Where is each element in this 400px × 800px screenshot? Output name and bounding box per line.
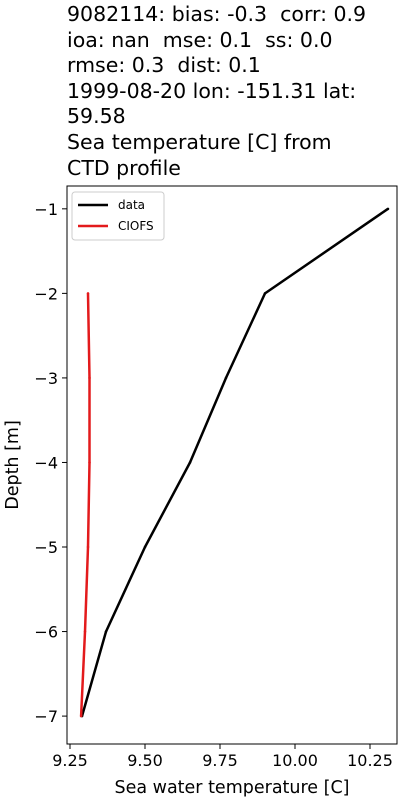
data-point-ciofs bbox=[79, 714, 83, 718]
series-line-data bbox=[80, 207, 389, 717]
legend-label-ciofs: CIOFS bbox=[118, 219, 154, 233]
x-axis-ticks: 9.25 9.50 9.75 10.00 10.25 bbox=[52, 744, 393, 770]
data-point-ciofs bbox=[88, 376, 91, 380]
y-tick-label: −5 bbox=[34, 538, 58, 557]
data-point-ciofs bbox=[88, 461, 91, 464]
y-tick-label: −7 bbox=[34, 707, 58, 726]
x-tick-label: 9.25 bbox=[52, 751, 88, 770]
data-point-ciofs bbox=[83, 630, 87, 633]
x-tick-label: 10.25 bbox=[347, 751, 393, 770]
title-line-5: 59.58 bbox=[67, 104, 126, 129]
data-point-data bbox=[263, 292, 267, 295]
y-axis-ticks: −1 −2 −3 −4 −5 −6 −7 bbox=[34, 200, 67, 726]
data-point-data bbox=[224, 376, 228, 380]
series-layer bbox=[79, 207, 390, 718]
x-tick-label: 9.50 bbox=[127, 751, 163, 770]
legend: data CIOFS bbox=[71, 191, 165, 241]
y-tick-label: −3 bbox=[34, 369, 58, 388]
title-line-1: 9082114: bias: -0.3 corr: 0.9 bbox=[67, 2, 367, 26]
title-line-3: rmse: 0.3 dist: 0.1 bbox=[67, 53, 261, 78]
title-line-7: CTD profile bbox=[67, 155, 181, 180]
chart-title: 9082114: bias: -0.3 corr: 0.9 ioa: nan m… bbox=[67, 2, 397, 181]
data-point-data bbox=[104, 630, 108, 633]
x-tick-label: 10.00 bbox=[272, 751, 318, 770]
data-point-data bbox=[386, 207, 390, 211]
y-tick-label: −2 bbox=[34, 284, 58, 303]
title-line-6: Sea temperature [C] from bbox=[67, 129, 332, 154]
data-point-data bbox=[188, 461, 192, 464]
series-line-ciofs bbox=[79, 293, 91, 717]
y-axis-label: Depth [m] bbox=[3, 420, 23, 510]
x-tick-label: 9.75 bbox=[202, 751, 238, 770]
data-point-data bbox=[143, 545, 147, 549]
y-tick-label: −6 bbox=[34, 623, 58, 642]
legend-label-data: data bbox=[118, 198, 145, 212]
data-point-ciofs bbox=[86, 292, 90, 295]
data-point-ciofs bbox=[86, 545, 90, 549]
title-line-2: ioa: nan mse: 0.1 ss: 0.0 bbox=[67, 27, 333, 52]
title-line-4: 1999-08-20 lon: -151.31 lat: bbox=[67, 78, 357, 103]
plot-area-frame bbox=[66, 185, 398, 745]
y-tick-label: −1 bbox=[34, 200, 58, 219]
x-axis-label: Sea water temperature [C] bbox=[114, 778, 349, 798]
y-tick-label: −4 bbox=[34, 453, 58, 472]
